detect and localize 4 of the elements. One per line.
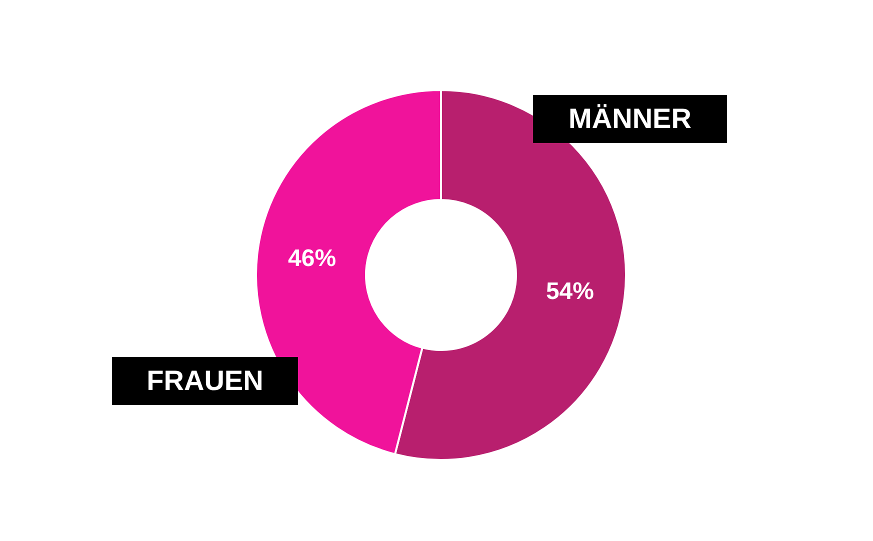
data-label: 46% [288, 245, 336, 272]
slice-label: MÄNNER [533, 95, 727, 143]
data-label: 54% [546, 278, 594, 305]
slice-label: FRAUEN [112, 357, 298, 405]
